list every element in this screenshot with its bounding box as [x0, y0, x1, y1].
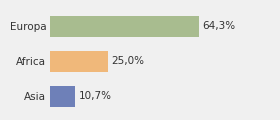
Text: 25,0%: 25,0% [111, 56, 144, 66]
Bar [50, 51, 108, 72]
Text: 64,3%: 64,3% [202, 21, 235, 31]
Text: 10,7%: 10,7% [78, 91, 111, 102]
Bar [50, 86, 75, 107]
Bar [50, 16, 199, 37]
